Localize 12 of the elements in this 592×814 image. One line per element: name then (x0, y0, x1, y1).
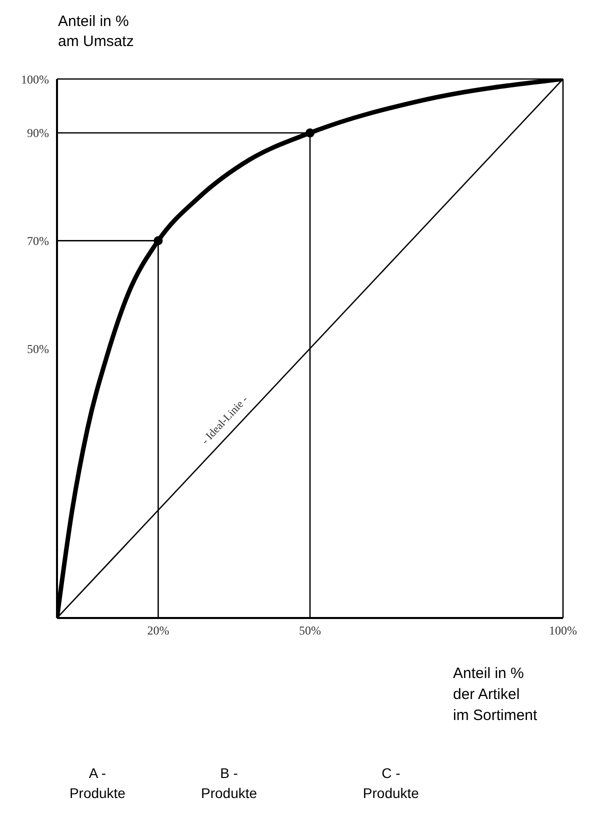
y-tick-label: 50% (27, 342, 49, 356)
text: C - Produkte (362, 764, 420, 803)
y-tick-label: 100% (21, 72, 49, 86)
x-tick-label: 100% (549, 624, 577, 638)
x-tick-label: 50% (299, 624, 321, 638)
x-axis-title: Anteil in % der Artikel im Sortiment (453, 664, 538, 726)
text: A - Produkte (68, 764, 126, 803)
y-tick-label: 70% (27, 234, 49, 248)
y-axis-title: Anteil in % am Umsatz (58, 12, 134, 52)
x-tick-label: 20% (147, 624, 170, 638)
y-tick-label: 90% (27, 126, 49, 140)
text: B - Produkte (200, 764, 258, 803)
